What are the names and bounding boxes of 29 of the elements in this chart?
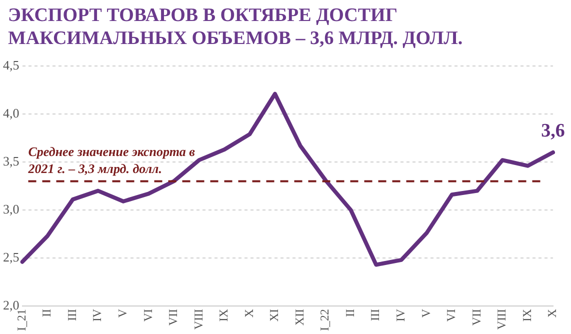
chart-title: ЭКСПОРТ ТОВАРОВ В ОКТЯБРЕ ДОСТИГ МАКСИМАЛЬНЫХ ОБЪЕМОВ – 3,6 МЛРД. ДОЛЛ. [7,4,464,50]
y-tick-label: 4,0 [3,105,20,120]
x-tick-label: XII [292,309,306,326]
data-label: 3,6 [541,120,565,142]
x-tick-label: VII [166,309,180,326]
y-tick-label: 3,0 [3,201,20,216]
x-tick-label: XI [267,309,282,322]
x-tick-label: I_22 [318,309,332,332]
x-tick-label: III [368,309,382,322]
x-tick-label: X [545,308,560,318]
x-tick-label: VIII [191,309,206,330]
x-tick-label: VII [469,309,484,326]
x-tick-label: II [342,309,357,318]
x-tick-label: IX [216,308,231,322]
x-tick-label: IV [90,308,104,322]
x-tick-label: IX [520,308,534,322]
y-tick-label: 4,5 [3,57,20,72]
y-tick-label: 3,5 [3,153,20,168]
x-tick-label: V [116,308,130,318]
x-tick-label: V [418,308,433,318]
x-tick-label: III [64,309,79,322]
x-tick-label: IV [394,308,408,322]
ref-line-label: Среднее значение экспорта в 2021 г. – 3,3 млрд. долл. [27,144,196,176]
x-tick-label: II [40,309,54,318]
y-tick-label: 2,5 [3,249,20,264]
x-tick-label: X [242,308,256,318]
x-tick-label: VIII [494,309,509,330]
x-tick-label: VI [444,309,458,322]
x-tick-label: VI [140,309,155,322]
